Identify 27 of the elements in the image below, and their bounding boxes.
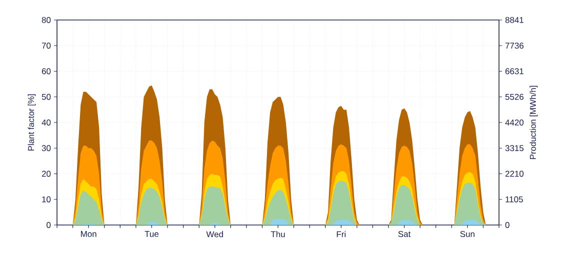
y-axis-title: Plant factor [%]	[28, 94, 36, 151]
y-tick-label: 60	[42, 68, 51, 74]
y2-tick-label: 2210	[505, 170, 524, 177]
x-tick-label: Sun	[460, 231, 474, 238]
y2-tick-label: 0	[505, 222, 510, 228]
y2-tick-label: 4420	[505, 120, 524, 126]
y-tick-label: 30	[42, 145, 51, 152]
y-tick-label: 80	[42, 17, 51, 23]
y2-tick-label: 5526	[505, 94, 524, 100]
y-tick-label: 50	[42, 94, 51, 100]
y2-tick-label: 3315	[505, 145, 524, 152]
x-tick-label: Thu	[270, 231, 285, 238]
y-tick-label: 0	[46, 222, 51, 228]
y-tick-label: 40	[42, 120, 51, 126]
x-tick-label: Tue	[144, 231, 158, 237]
y2-axis-title: Production [MWh/h]	[530, 86, 538, 159]
x-tick-label: Wed	[206, 231, 223, 238]
y-tick-label: 10	[42, 196, 51, 202]
y2-tick-label: 1105	[506, 196, 523, 202]
y2-tick-label: 8841	[505, 17, 524, 23]
y2-tick-label: 6631	[505, 68, 524, 74]
y-tick-label: 20	[42, 170, 51, 177]
y-tick-label: 70	[42, 42, 51, 49]
x-tick-label: Mon	[81, 231, 96, 237]
x-tick-label: Fri	[336, 231, 346, 238]
x-tick-label: Sat	[398, 231, 411, 238]
y2-tick-label: 7736	[505, 42, 524, 49]
